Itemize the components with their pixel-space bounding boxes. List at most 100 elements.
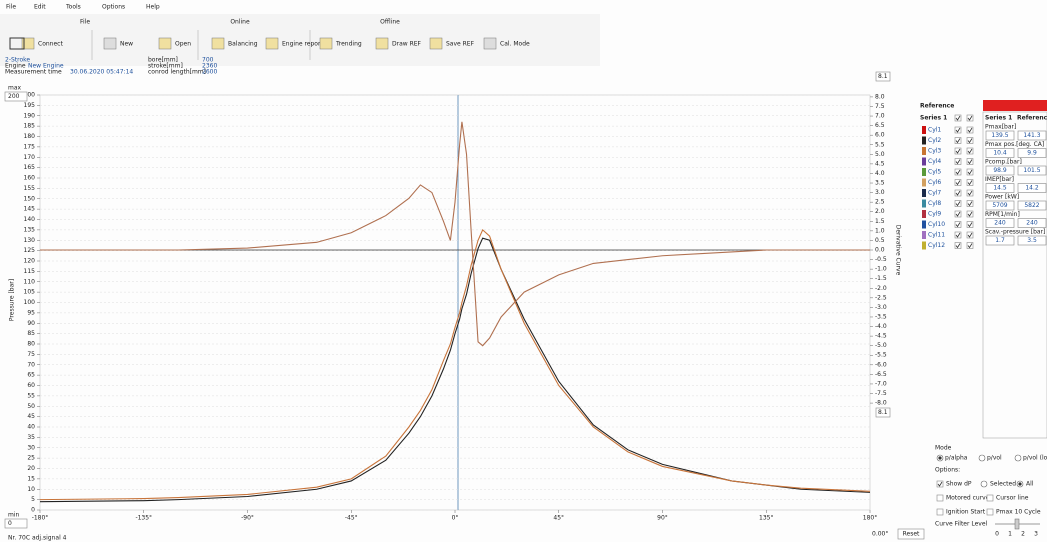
checkbox[interactable] [986, 508, 994, 516]
curve [39, 237, 871, 503]
cursor-value: 0.00° [872, 531, 888, 538]
checkbox[interactable] [966, 210, 974, 218]
radio[interactable] [1014, 454, 1022, 462]
field-label: Pmax pos.[deg. CA] [985, 141, 1044, 148]
mode-option[interactable]: p/vol (log) [1023, 455, 1047, 462]
y-tick-label: 150 [24, 195, 36, 202]
reset-label[interactable]: Reset [903, 531, 920, 538]
toolbar-button[interactable]: Save REF [446, 41, 475, 48]
checkbox[interactable] [966, 126, 974, 134]
checkbox[interactable] [954, 200, 962, 207]
checkbox[interactable] [954, 242, 962, 249]
reset-button[interactable] [897, 528, 925, 540]
mode-option[interactable]: p/alpha [945, 455, 968, 462]
radio[interactable] [980, 480, 988, 488]
checkbox[interactable] [966, 221, 974, 228]
menu-item[interactable]: Tools [65, 4, 81, 11]
toolbar-icon[interactable] [483, 37, 497, 50]
y2-axis-label: Derivative Curve [895, 225, 902, 276]
menu-item[interactable]: Options [102, 4, 125, 11]
menu-item[interactable]: Help [146, 4, 160, 11]
toolbar-icon[interactable] [211, 37, 225, 50]
y-tick-label: 0 [31, 507, 35, 514]
y2-tick-label: -8.0 [875, 400, 887, 407]
checkbox[interactable] [966, 189, 974, 197]
toolbar-button[interactable]: Cal. Mode [500, 41, 530, 48]
checkbox[interactable] [966, 200, 974, 207]
checkbox[interactable] [966, 242, 974, 249]
checkbox[interactable] [966, 168, 974, 176]
check-mark [967, 211, 973, 217]
connect-icon[interactable] [9, 37, 25, 50]
menu-item[interactable]: Edit [34, 4, 46, 11]
toolbar-icon[interactable] [429, 37, 443, 50]
cyl-label: Cyl10 [928, 221, 945, 228]
option[interactable]: Ignition Start [946, 509, 986, 516]
toolbar-icon[interactable] [265, 37, 279, 50]
checkbox[interactable] [954, 158, 962, 165]
y-tick-label: 170 [24, 154, 36, 161]
checkbox[interactable] [966, 231, 974, 239]
checkbox[interactable] [954, 126, 962, 134]
radio[interactable] [978, 454, 986, 462]
checkbox[interactable] [954, 114, 962, 122]
checkbox[interactable] [966, 137, 974, 144]
y-tick-label: 35 [27, 434, 35, 441]
checkbox[interactable] [954, 231, 962, 239]
y2-tick-label: 0.5 [875, 237, 885, 244]
option[interactable]: Selected [990, 481, 1016, 488]
checkbox[interactable] [954, 210, 962, 218]
menu-item[interactable]: File [6, 4, 16, 11]
max-input[interactable] [4, 91, 28, 102]
option[interactable]: Show dP [946, 481, 972, 488]
option[interactable]: All [1026, 481, 1034, 488]
toolbar-button[interactable]: New [120, 41, 133, 48]
option[interactable]: Motored curve [946, 495, 990, 502]
toolbar-icon[interactable] [103, 37, 117, 50]
checkbox[interactable] [954, 179, 962, 186]
option[interactable]: Cursor line [996, 495, 1029, 502]
toolbar-button[interactable]: Engine report [282, 41, 323, 48]
checkbox[interactable] [966, 147, 974, 155]
y-tick-label: 90 [27, 320, 35, 327]
checkbox[interactable] [966, 158, 974, 165]
checkbox[interactable] [936, 494, 944, 502]
checkbox[interactable] [954, 221, 962, 228]
engine-label: Engine [5, 63, 26, 70]
cyl-label: Cyl5 [928, 169, 941, 176]
toolbar-icon[interactable] [21, 37, 35, 50]
radio-dot [938, 456, 942, 460]
checkbox[interactable] [986, 494, 994, 502]
right-min-input[interactable] [875, 407, 891, 418]
toolbar-button[interactable]: Balancing [228, 41, 258, 48]
option[interactable]: Pmax 10 Cycle [996, 509, 1041, 516]
check-mark [955, 201, 961, 207]
cyl-label: Cyl7 [928, 190, 941, 197]
checkbox[interactable] [954, 189, 962, 197]
slider-thumb[interactable] [1014, 518, 1020, 530]
checkbox[interactable] [954, 168, 962, 176]
y2-tick-label: -5.5 [875, 352, 887, 359]
cyl-swatch [922, 210, 926, 218]
field-box [985, 165, 1015, 176]
field-box [985, 183, 1015, 193]
min-input[interactable] [4, 518, 28, 529]
toolbar-button[interactable]: Trending [335, 41, 362, 48]
toolbar-icon[interactable] [158, 37, 172, 50]
check-mark [955, 180, 961, 186]
checkbox[interactable] [954, 147, 962, 155]
checkbox[interactable] [954, 137, 962, 144]
toolbar-button[interactable]: Open [175, 41, 191, 48]
checkbox[interactable] [966, 114, 974, 122]
mode-option[interactable]: p/vol [987, 455, 1002, 462]
checkbox[interactable] [936, 480, 944, 488]
toolbar-button[interactable]: Connect [38, 41, 63, 48]
checkbox[interactable] [966, 179, 974, 186]
toolbar-icon[interactable] [319, 37, 333, 50]
checkbox[interactable] [936, 508, 944, 516]
check-mark [955, 159, 961, 165]
toolbar-icon[interactable] [375, 37, 389, 50]
check-mark [967, 201, 973, 207]
right-max-input[interactable] [875, 71, 891, 82]
toolbar-button[interactable]: Draw REF [392, 41, 422, 48]
